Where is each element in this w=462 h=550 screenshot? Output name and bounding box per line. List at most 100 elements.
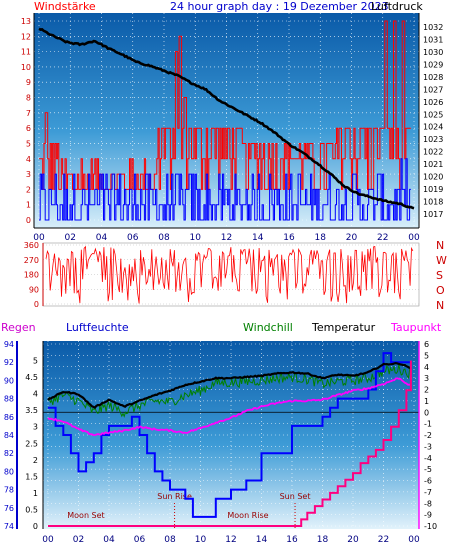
wind-direction-line xyxy=(45,245,414,304)
y-right-tick-label: 1021 xyxy=(423,160,443,169)
y-rain-tick-label: 0.5 xyxy=(25,505,38,514)
dewpoint-line xyxy=(47,377,412,437)
y-right-tick-label: 1018 xyxy=(423,197,443,206)
y-right-tick-label: 1030 xyxy=(423,48,443,57)
y-humidity-tick-label: 90 xyxy=(4,376,14,385)
y-right-tick-label: 1022 xyxy=(423,148,443,157)
y-rain-tick-label: 3.5 xyxy=(25,406,38,415)
y-left-tick-label: 6 xyxy=(26,124,31,133)
x-tick-label: 00 xyxy=(42,535,54,545)
y-temp-tick-label: -5 xyxy=(424,465,432,474)
y-humidity-tick-label: 84 xyxy=(4,431,14,440)
y-temp-tick-label: -9 xyxy=(424,511,432,520)
y-temp-tick-label: -7 xyxy=(424,488,432,497)
label-luftfeuchte: Luftfeuchte xyxy=(66,321,129,334)
y-right-tick-label: 1020 xyxy=(423,172,443,181)
y-humidity-tick-label: 76 xyxy=(4,504,14,513)
x-tick-label: 18 xyxy=(315,233,327,243)
x-tick-label: 16 xyxy=(283,233,295,243)
rain-line xyxy=(48,360,412,527)
y-humidity-tick-label: 74 xyxy=(4,522,14,531)
y-right-tick-label: 1025 xyxy=(423,110,443,119)
x-tick-label: 08 xyxy=(164,535,176,545)
y-temp-tick-label: 4 xyxy=(424,363,429,372)
annotation-label: Sun Rise xyxy=(157,492,192,501)
y-left-tick-label: 4 xyxy=(26,155,31,164)
label-taupunkt: Taupunkt xyxy=(390,321,442,334)
y-rain-tick-label: 4.5 xyxy=(25,373,38,382)
y-right-tick-label: 1024 xyxy=(423,123,443,132)
pressure-line xyxy=(38,27,415,210)
annotation-label: Moon Set xyxy=(67,511,104,520)
x-tick-label: 20 xyxy=(346,233,358,243)
y-humidity-tick-label: 88 xyxy=(4,395,14,404)
annotation-label: Moon Rise xyxy=(227,511,268,520)
y-left-tick-label: 9 xyxy=(26,78,31,87)
humidity-line xyxy=(48,352,411,518)
y-right-tick-label: 1017 xyxy=(423,210,443,219)
y-temp-tick-label: -6 xyxy=(424,477,432,486)
y-temp-tick-label: -2 xyxy=(424,431,432,440)
x-tick-label: 02 xyxy=(73,535,84,545)
x-tick-label: 22 xyxy=(378,535,389,545)
x-tick-label: 20 xyxy=(347,535,359,545)
y-rain-tick-label: 2 xyxy=(33,456,38,465)
y-tick-label: 360 xyxy=(24,241,39,250)
y-left-tick-label: 8 xyxy=(26,94,31,103)
y-temp-tick-label: 0 xyxy=(424,408,429,417)
x-tick-label: 06 xyxy=(127,233,139,243)
y-humidity-tick-label: 82 xyxy=(4,449,14,458)
x-tick-label: 10 xyxy=(190,233,202,243)
x-tick-label: 18 xyxy=(317,535,329,545)
y-left-tick-label: 2 xyxy=(26,185,31,194)
y-temp-tick-label: -3 xyxy=(424,442,432,451)
y-left-tick-label: 3 xyxy=(26,170,31,179)
y-left-tick-label: 0 xyxy=(26,216,31,225)
y-rain-tick-label: 0 xyxy=(33,522,38,531)
y-right-tick-label: 1026 xyxy=(423,98,443,107)
x-tick-label: 22 xyxy=(377,233,388,243)
y-left-tick-label: 10 xyxy=(21,63,31,72)
y-rain-tick-label: 4 xyxy=(33,390,38,399)
y-right-tick-label: 1019 xyxy=(423,185,443,194)
x-tick-label: 14 xyxy=(256,535,268,545)
x-tick-label: 04 xyxy=(96,233,108,243)
wind-average-line xyxy=(39,158,411,221)
x-tick-label: 00 xyxy=(408,233,420,243)
y-humidity-tick-label: 86 xyxy=(4,413,14,422)
label-regen: Regen xyxy=(1,321,36,334)
compass-label: O xyxy=(436,284,445,297)
y-tick-label: 90 xyxy=(29,285,39,294)
y-right-tick-label: 1027 xyxy=(423,85,443,94)
y-left-tick-label: 13 xyxy=(21,17,31,26)
y-temp-tick-label: -1 xyxy=(424,420,432,429)
y-temp-tick-label: 2 xyxy=(424,386,429,395)
compass-label: S xyxy=(436,269,443,282)
wind-gust-line xyxy=(39,20,411,190)
x-tick-label: 00 xyxy=(408,535,420,545)
y-left-tick-label: 7 xyxy=(26,109,31,118)
y-rain-tick-label: 1.5 xyxy=(25,472,38,481)
y-temp-tick-label: -4 xyxy=(424,454,432,463)
y-right-tick-label: 1023 xyxy=(423,135,443,144)
page-title: 24 hour graph day : 19 Dezember 2023 xyxy=(170,0,389,13)
y-temp-tick-label: 1 xyxy=(424,397,429,406)
y-tick-label: 180 xyxy=(24,271,39,280)
y-humidity-tick-label: 94 xyxy=(4,340,14,349)
wind-series xyxy=(39,20,411,221)
humidity-temperature-series: Moon Set Sun Rise Moon Rise Sun Set xyxy=(47,352,412,529)
y-tick-label: 270 xyxy=(24,256,39,265)
y-humidity-tick-label: 92 xyxy=(4,358,14,367)
x-tick-label: 00 xyxy=(33,233,45,243)
humidity-temperature-axes: 00 02 04 06 08 10 12 14 16 18 20 22 006543210-1-2-3-… xyxy=(4,340,437,545)
y-right-tick-label: 1032 xyxy=(423,23,443,32)
y-right-tick-label: 1031 xyxy=(423,36,443,45)
compass-label: W xyxy=(436,254,447,267)
y-temp-tick-label: 3 xyxy=(424,374,429,383)
compass-label: N xyxy=(436,299,444,312)
x-tick-label: 04 xyxy=(103,535,115,545)
y-right-tick-label: 1029 xyxy=(423,61,443,70)
x-tick-label: 16 xyxy=(286,535,298,545)
